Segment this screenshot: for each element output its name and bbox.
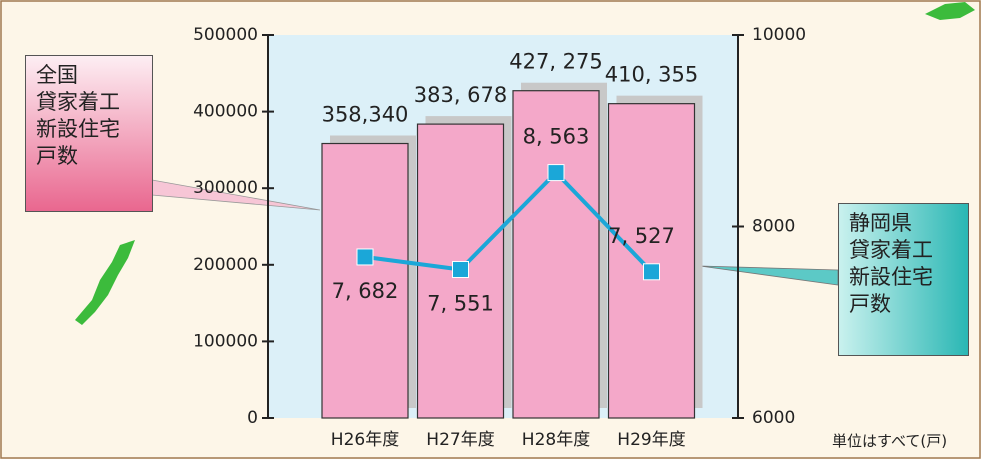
map-icon: [75, 240, 135, 325]
data-label: 410, 355: [605, 63, 699, 87]
y-tick-label: 200000: [193, 255, 258, 275]
data-label: 7, 551: [427, 291, 494, 315]
legend-entry: 全国 貸家着工 新設住宅 戸数: [25, 55, 153, 212]
y-tick-label: 100000: [193, 331, 258, 351]
y-tick-label: 300000: [193, 178, 258, 198]
x-tick-label: H27年度: [426, 430, 494, 450]
legend-entry: 静岡県 貸家着工 新設住宅 戸数: [838, 203, 969, 356]
data-label: 427, 275: [509, 50, 603, 74]
bar: [321, 142, 409, 419]
marker: [356, 248, 374, 266]
annotation: 単位はすべて(戸): [832, 432, 948, 450]
data-label: 383, 678: [414, 83, 508, 107]
data-label: 358,340: [322, 103, 409, 127]
data-label: 8, 563: [523, 125, 590, 149]
y-tick-label: 0: [247, 408, 258, 428]
data-label: 7, 527: [608, 224, 675, 248]
x-tick-label: H26年度: [331, 430, 399, 450]
marker: [452, 260, 469, 278]
y2-tick-label: 10000: [752, 25, 806, 45]
marker: [643, 263, 660, 281]
marker: [547, 164, 565, 182]
line: [364, 169, 653, 274]
map-icon: [925, 2, 975, 20]
bar: [512, 90, 600, 419]
data-label: 7, 682: [332, 279, 399, 303]
y-tick-label: 400000: [193, 102, 258, 122]
x-tick-label: H28年度: [522, 430, 590, 450]
y-tick-label: 500000: [193, 25, 258, 45]
x-tick-label: H29年度: [617, 430, 685, 450]
bar: [607, 103, 696, 419]
y2-tick-label: 8000: [752, 217, 795, 237]
y2-tick-label: 6000: [752, 408, 795, 428]
